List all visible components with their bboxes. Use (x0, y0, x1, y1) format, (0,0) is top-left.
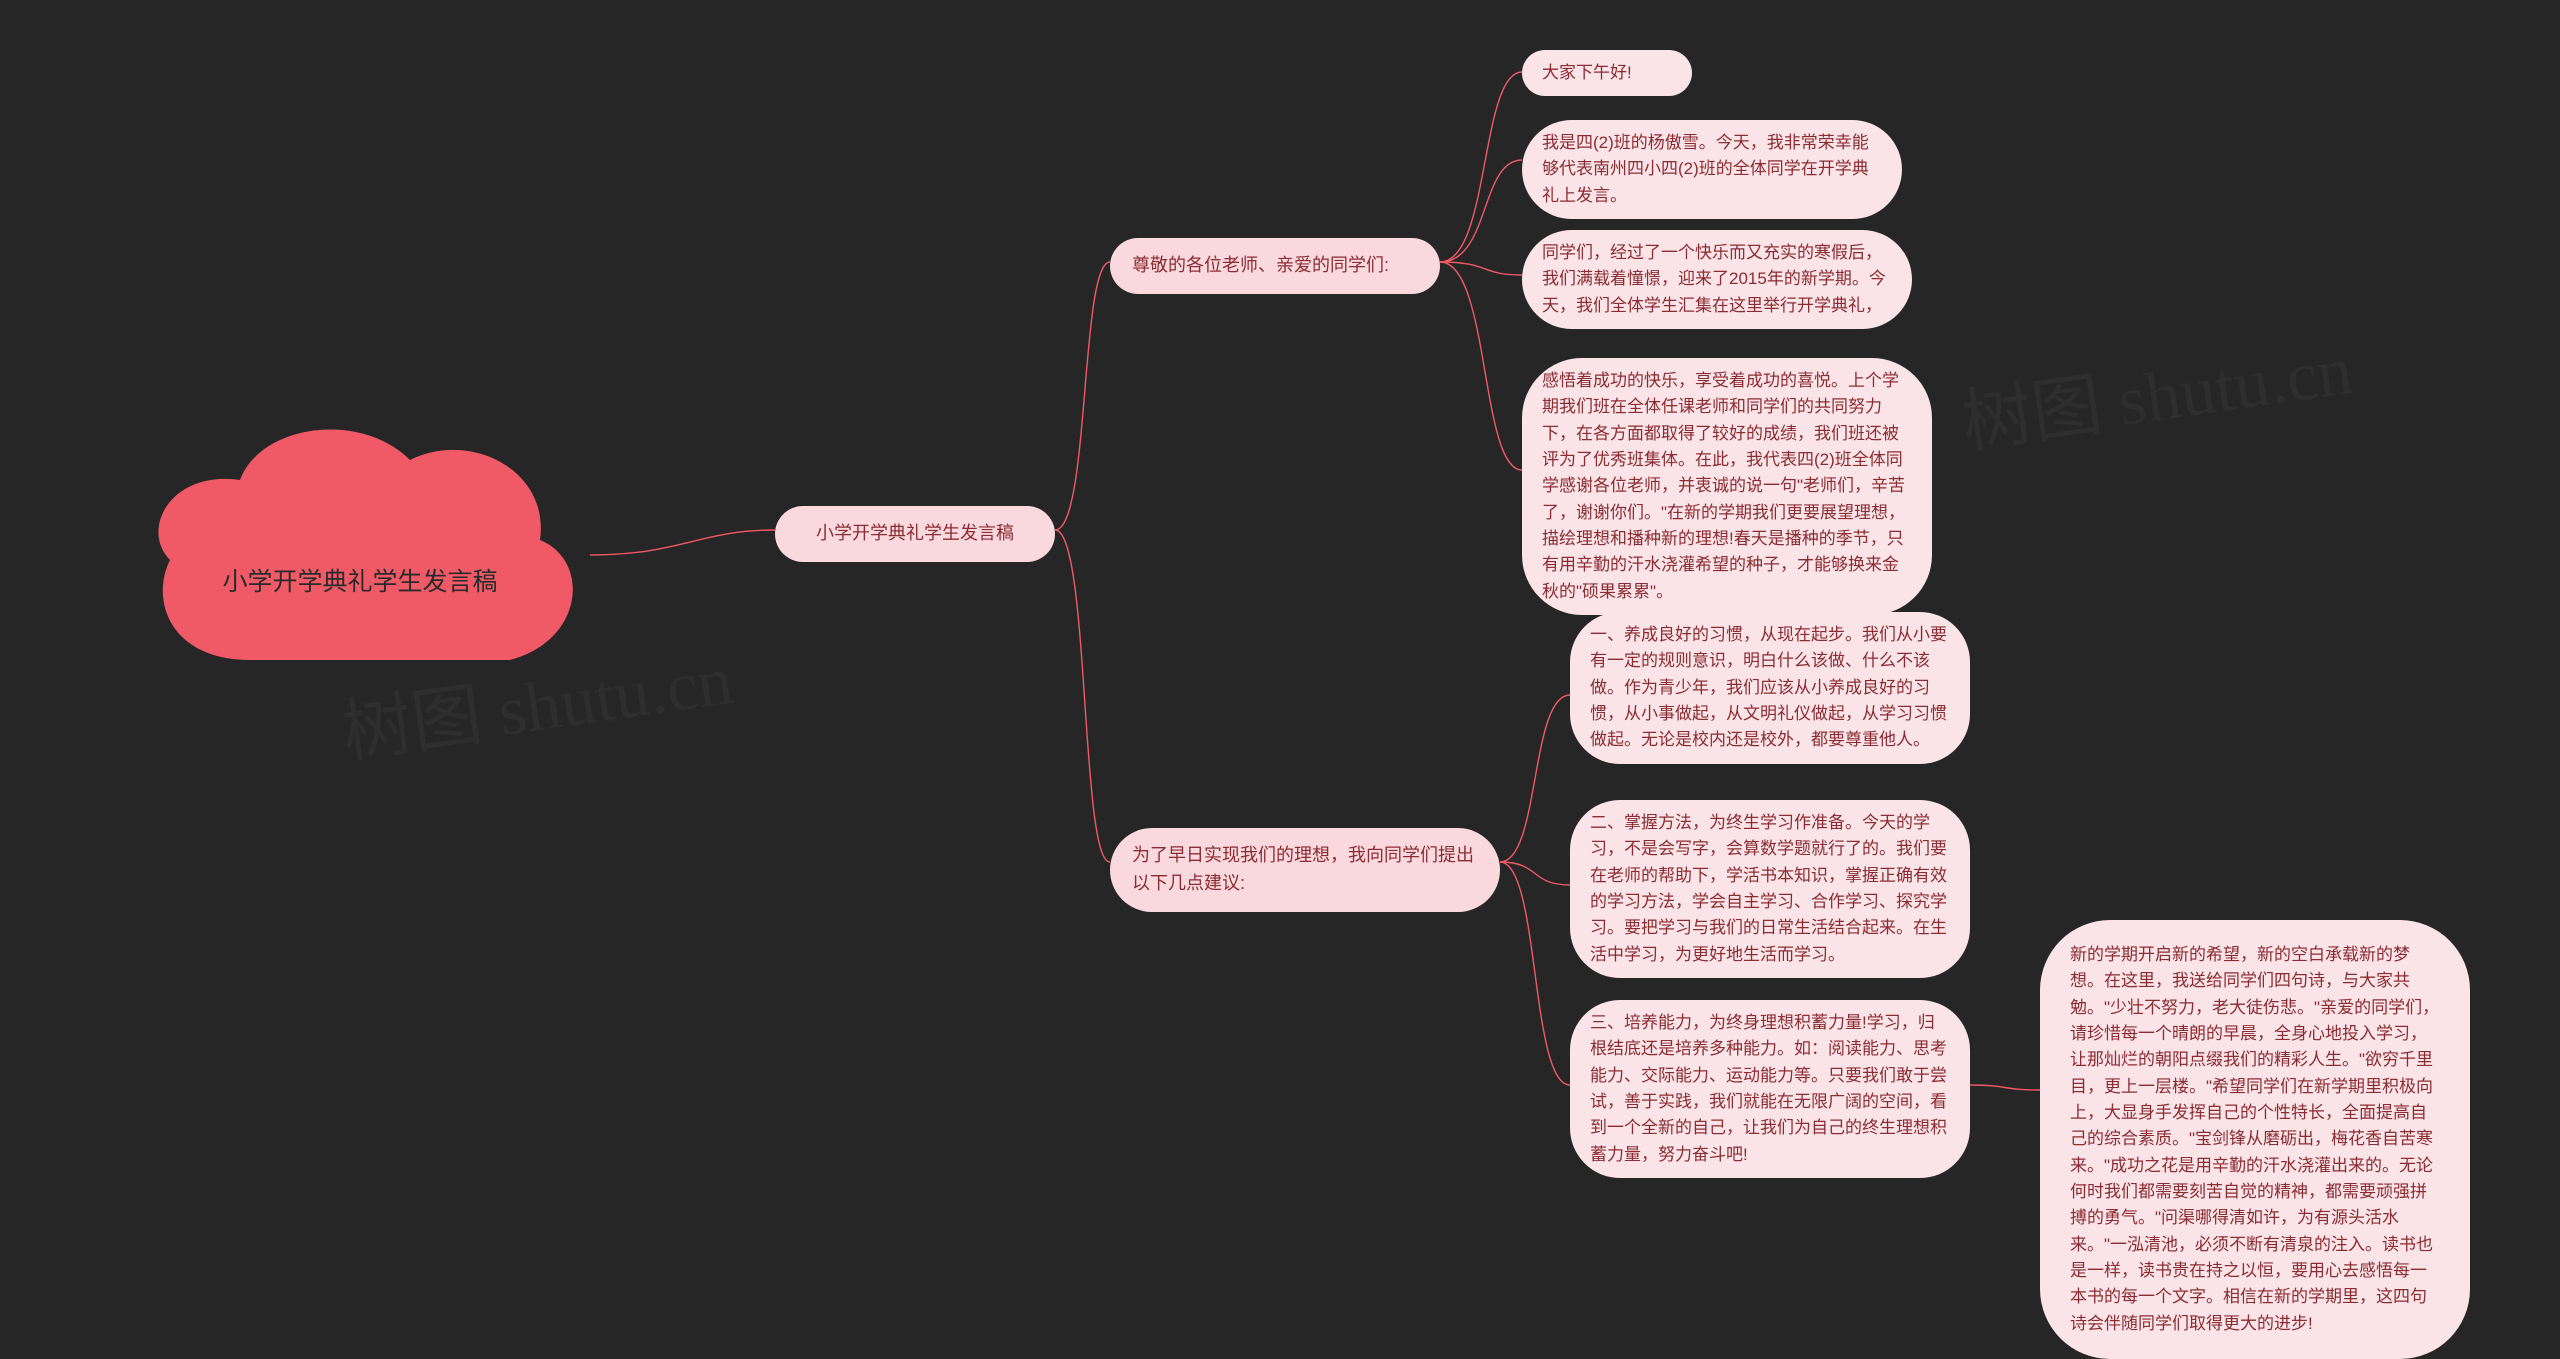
leaf-node[interactable]: 感悟着成功的快乐，享受着成功的喜悦。上个学期我们班在全体任课老师和同学们的共同努… (1522, 358, 1932, 615)
branch-node[interactable]: 尊敬的各位老师、亲爱的同学们: (1110, 238, 1440, 294)
root-node[interactable]: 小学开学典礼学生发言稿 (130, 400, 590, 710)
leaf-node[interactable]: 三、培养能力，为终身理想积蓄力量!学习，归根结底还是培养多种能力。如：阅读能力、… (1570, 1000, 1970, 1178)
watermark: 树图 shutu.cn (1955, 313, 2358, 468)
leaf-node[interactable]: 大家下午好! (1522, 50, 1692, 96)
branch-node[interactable]: 为了早日实现我们的理想，我向同学们提出以下几点建议: (1110, 828, 1500, 912)
leaf-node-detail[interactable]: 新的学期开启新的希望，新的空白承载新的梦想。在这里，我送给同学们四句诗，与大家共… (2040, 920, 2470, 1359)
root-label: 小学开学典礼学生发言稿 (130, 562, 590, 598)
leaf-node[interactable]: 一、养成良好的习惯，从现在起步。我们从小要有一定的规则意识，明白什么该做、什么不… (1570, 612, 1970, 764)
mindmap-canvas: 树图 shutu.cn 树图 shutu.cn 小学开学典礼学生发言 (0, 0, 2560, 1341)
leaf-node[interactable]: 同学们，经过了一个快乐而又充实的寒假后，我们满载着憧憬，迎来了2015年的新学期… (1522, 230, 1912, 329)
leaf-node[interactable]: 二、掌握方法，为终生学习作准备。今天的学习，不是会写字，会算数学题就行了的。我们… (1570, 800, 1970, 978)
center-node[interactable]: 小学开学典礼学生发言稿 (775, 506, 1055, 562)
leaf-node[interactable]: 我是四(2)班的杨傲雪。今天，我非常荣幸能够代表南州四小四(2)班的全体同学在开… (1522, 120, 1902, 219)
